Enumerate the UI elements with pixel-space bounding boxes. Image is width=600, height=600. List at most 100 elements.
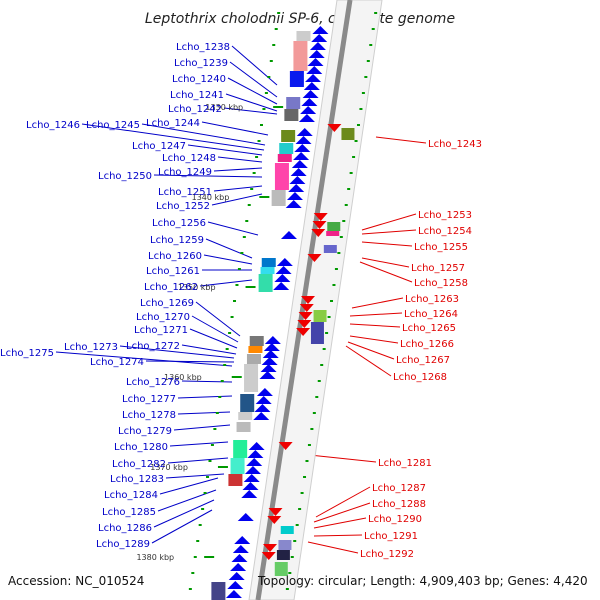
feature-block bbox=[323, 245, 337, 253]
gene-label-Lcho_1291[interactable]: Lcho_1291 bbox=[364, 531, 418, 542]
gene-label-Lcho_1286[interactable]: Lcho_1286 bbox=[98, 523, 152, 534]
gene-label-Lcho_1242[interactable]: Lcho_1242 bbox=[168, 104, 222, 115]
feature-block bbox=[310, 322, 324, 344]
gene-label-Lcho_1271[interactable]: Lcho_1271 bbox=[134, 325, 188, 336]
ruler-tick bbox=[312, 412, 316, 414]
gene-label-Lcho_1252[interactable]: Lcho_1252 bbox=[156, 201, 210, 212]
leader-line bbox=[313, 517, 367, 529]
gene-label-Lcho_1258[interactable]: Lcho_1258 bbox=[414, 278, 468, 289]
gene-label-Lcho_1248[interactable]: Lcho_1248 bbox=[162, 153, 216, 164]
gene-label-Lcho_1246[interactable]: Lcho_1246 bbox=[26, 120, 80, 131]
gene-label-Lcho_1274[interactable]: Lcho_1274 bbox=[90, 357, 144, 368]
ruler-tick bbox=[198, 524, 202, 526]
feature-block bbox=[293, 41, 308, 71]
forward-gene-arrow bbox=[247, 450, 264, 458]
gene-label-Lcho_1238[interactable]: Lcho_1238 bbox=[176, 42, 230, 53]
leader-line bbox=[201, 121, 269, 136]
gene-label-Lcho_1239[interactable]: Lcho_1239 bbox=[174, 58, 228, 69]
gene-label-Lcho_1255[interactable]: Lcho_1255 bbox=[414, 242, 468, 253]
gene-label-Lcho_1275[interactable]: Lcho_1275 bbox=[0, 348, 54, 359]
ruler-tick bbox=[230, 316, 234, 318]
gene-label-Lcho_1254[interactable]: Lcho_1254 bbox=[418, 226, 472, 237]
gene-label-Lcho_1269[interactable]: Lcho_1269 bbox=[140, 298, 194, 309]
gene-label-Lcho_1251[interactable]: Lcho_1251 bbox=[158, 187, 212, 198]
gene-label-Lcho_1244[interactable]: Lcho_1244 bbox=[146, 118, 200, 129]
gene-label-Lcho_1241[interactable]: Lcho_1241 bbox=[170, 90, 224, 101]
leader-line bbox=[81, 123, 265, 151]
gene-label-Lcho_1278[interactable]: Lcho_1278 bbox=[122, 410, 176, 421]
gene-label-Lcho_1290[interactable]: Lcho_1290 bbox=[368, 514, 422, 525]
leader-line bbox=[375, 136, 427, 144]
gene-label-Lcho_1240[interactable]: Lcho_1240 bbox=[172, 74, 226, 85]
leader-line bbox=[345, 345, 392, 377]
leader-line bbox=[151, 509, 213, 544]
gene-label-Lcho_1268[interactable]: Lcho_1268 bbox=[393, 372, 447, 383]
ruler-tick bbox=[193, 556, 197, 558]
gene-label-Lcho_1283[interactable]: Lcho_1283 bbox=[110, 474, 164, 485]
gene-label-Lcho_1279[interactable]: Lcho_1279 bbox=[118, 426, 172, 437]
gene-label-Lcho_1281[interactable]: Lcho_1281 bbox=[378, 458, 432, 469]
gene-label-Lcho_1280[interactable]: Lcho_1280 bbox=[114, 442, 168, 453]
forward-gene-arrow bbox=[295, 136, 312, 144]
gene-label-Lcho_1256[interactable]: Lcho_1256 bbox=[152, 218, 206, 229]
forward-gene-arrow bbox=[237, 513, 254, 521]
gene-label-Lcho_1265[interactable]: Lcho_1265 bbox=[402, 323, 456, 334]
gene-label-Lcho_1261[interactable]: Lcho_1261 bbox=[146, 266, 200, 277]
ruler-label: 1370 kbp bbox=[150, 463, 188, 472]
gene-label-Lcho_1263[interactable]: Lcho_1263 bbox=[405, 294, 459, 305]
gene-label-Lcho_1253[interactable]: Lcho_1253 bbox=[418, 210, 472, 221]
ruler-label: 1380 kbp bbox=[136, 553, 174, 562]
gene-label-Lcho_1285[interactable]: Lcho_1285 bbox=[102, 507, 156, 518]
gene-label-Lcho_1276[interactable]: Lcho_1276 bbox=[126, 377, 180, 388]
forward-gene-arrow bbox=[263, 343, 280, 351]
gene-label-Lcho_1273[interactable]: Lcho_1273 bbox=[64, 342, 118, 353]
reverse-gene-arrow bbox=[267, 516, 282, 524]
accession-text: Accession: NC_010524 bbox=[8, 574, 145, 588]
gene-label-Lcho_1257[interactable]: Lcho_1257 bbox=[411, 263, 465, 274]
gene-label-Lcho_1264[interactable]: Lcho_1264 bbox=[404, 309, 458, 320]
leader-line bbox=[227, 77, 278, 105]
ruler-tick bbox=[203, 492, 207, 494]
gene-label-Lcho_1282[interactable]: Lcho_1282 bbox=[112, 459, 166, 470]
gene-label-Lcho_1284[interactable]: Lcho_1284 bbox=[104, 490, 158, 501]
leader-line bbox=[55, 351, 233, 367]
gene-label-Lcho_1250[interactable]: Lcho_1250 bbox=[98, 171, 152, 182]
gene-label-Lcho_1267[interactable]: Lcho_1267 bbox=[396, 355, 450, 366]
feature-blocks bbox=[211, 31, 355, 600]
gene-label-Lcho_1266[interactable]: Lcho_1266 bbox=[400, 339, 454, 350]
feature-block bbox=[274, 163, 289, 190]
genome-backbone bbox=[248, 0, 383, 600]
forward-gene-arrow bbox=[243, 474, 260, 482]
forward-gene-arrow bbox=[308, 50, 325, 58]
gene-label-Lcho_1260[interactable]: Lcho_1260 bbox=[148, 251, 202, 262]
gene-label-Lcho_1243[interactable]: Lcho_1243 bbox=[428, 139, 482, 150]
ruler-tick bbox=[252, 172, 256, 174]
forward-gene-arrow bbox=[262, 350, 279, 358]
gene-arrows bbox=[225, 26, 342, 598]
gene-label-Lcho_1289[interactable]: Lcho_1289 bbox=[96, 539, 150, 550]
gene-label-Lcho_1272[interactable]: Lcho_1272 bbox=[126, 341, 180, 352]
gene-label-Lcho_1249[interactable]: Lcho_1249 bbox=[158, 167, 212, 178]
forward-gene-arrow bbox=[276, 258, 293, 266]
gene-label-Lcho_1292[interactable]: Lcho_1292 bbox=[360, 549, 414, 560]
feature-block bbox=[238, 412, 253, 420]
forward-gene-arrow bbox=[309, 42, 326, 50]
ruler-tick bbox=[245, 220, 249, 222]
gene-label-Lcho_1262[interactable]: Lcho_1262 bbox=[144, 282, 198, 293]
ruler-tick bbox=[374, 12, 378, 14]
forward-gene-arrow bbox=[285, 200, 302, 208]
gene-label-Lcho_1259[interactable]: Lcho_1259 bbox=[150, 235, 204, 246]
ruler-tick bbox=[188, 588, 192, 590]
gene-label-Lcho_1247[interactable]: Lcho_1247 bbox=[132, 141, 186, 152]
feature-block bbox=[289, 71, 304, 87]
gene-label-Lcho_1245[interactable]: Lcho_1245 bbox=[86, 120, 140, 131]
leader-line bbox=[181, 344, 237, 355]
gene-label-Lcho_1287[interactable]: Lcho_1287 bbox=[372, 483, 426, 494]
forward-gene-arrow bbox=[291, 160, 308, 168]
leader-line bbox=[195, 301, 241, 337]
gene-label-Lcho_1270[interactable]: Lcho_1270 bbox=[136, 312, 190, 323]
gene-label-Lcho_1277[interactable]: Lcho_1277 bbox=[122, 394, 176, 405]
gene-label-Lcho_1288[interactable]: Lcho_1288 bbox=[372, 499, 426, 510]
ruler-tick bbox=[369, 44, 373, 46]
